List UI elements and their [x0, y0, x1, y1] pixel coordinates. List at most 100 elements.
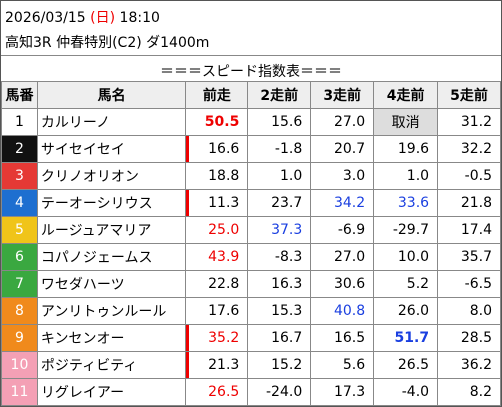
speed-index: 51.7 — [373, 324, 439, 352]
speed-index: 30.6 — [310, 270, 375, 298]
speed-index: 18.8 — [185, 162, 249, 190]
speed-index: 15.2 — [247, 351, 312, 379]
horse-name: クリノオリオン — [36, 162, 187, 190]
speed-index: 35.2 — [185, 324, 249, 352]
speed-index: 17.4 — [437, 216, 501, 244]
speed-index: 20.7 — [310, 135, 375, 163]
horse-name: リグレイアー — [36, 378, 187, 406]
table-row: 1 カルリーノ 50.5 15.6 27.0 取消 31.2 — [1, 108, 501, 136]
horse-number: 2 — [1, 135, 38, 163]
horse-name: テーオーシリウス — [36, 189, 187, 217]
speed-index: 17.6 — [185, 297, 249, 325]
table-row: 2 サイセイセイ 16.6 -1.8 20.7 19.6 32.2 — [1, 135, 501, 163]
horse-name: ポジティビティ — [36, 351, 187, 379]
speed-index: 3.0 — [310, 162, 375, 190]
speed-index: -6.5 — [437, 270, 501, 298]
speed-index: -1.8 — [247, 135, 312, 163]
race-date: 2026/03/15 (日) 18:10 — [5, 7, 160, 27]
speed-index: 15.3 — [247, 297, 312, 325]
speed-index: 25.0 — [185, 216, 249, 244]
speed-index: 8.0 — [437, 297, 501, 325]
speed-index: 5.2 — [373, 270, 439, 298]
speed-index: -24.0 — [247, 378, 312, 406]
separator — [1, 55, 501, 56]
speed-index: -29.7 — [373, 216, 439, 244]
horse-number: 8 — [1, 297, 38, 325]
speed-index: 26.0 — [373, 297, 439, 325]
table-row: 9 キンセンオー 35.2 16.7 16.5 51.7 28.5 — [1, 324, 501, 352]
speed-index: 35.7 — [437, 243, 501, 271]
speed-index: 15.6 — [247, 108, 312, 136]
speed-index: 31.2 — [437, 108, 501, 136]
column-header: 馬名 — [36, 81, 187, 109]
speed-index: 16.3 — [247, 270, 312, 298]
speed-index: 37.3 — [247, 216, 312, 244]
horse-number: 10 — [1, 351, 38, 379]
table-row: 11 リグレイアー 26.5 -24.0 17.3 -4.0 8.2 — [1, 378, 501, 406]
horse-number: 5 — [1, 216, 38, 244]
speed-index: 26.5 — [373, 351, 439, 379]
speed-index: 19.6 — [373, 135, 439, 163]
speed-index: 17.3 — [310, 378, 375, 406]
speed-index: 1.0 — [247, 162, 312, 190]
table-row: 6 コパノジェームス 43.9 -8.3 27.0 10.0 35.7 — [1, 243, 501, 271]
speed-index: 10.0 — [373, 243, 439, 271]
column-header: 馬番 — [1, 81, 38, 109]
speed-index: 16.7 — [247, 324, 312, 352]
speed-index: 26.5 — [185, 378, 249, 406]
horse-number: 1 — [1, 108, 38, 136]
speed-index: 16.5 — [310, 324, 375, 352]
horse-name: カルリーノ — [36, 108, 187, 136]
speed-index: 40.8 — [310, 297, 375, 325]
speed-index: 11.3 — [185, 189, 249, 217]
horse-number: 6 — [1, 243, 38, 271]
speed-index: 23.7 — [247, 189, 312, 217]
horse-name: アンリトゥンルール — [36, 297, 187, 325]
speed-index: 27.0 — [310, 243, 375, 271]
horse-number: 3 — [1, 162, 38, 190]
weekday: (日) — [90, 10, 116, 26]
table-row: 10 ポジティビティ 21.3 15.2 5.6 26.5 36.2 — [1, 351, 501, 379]
speed-index: -8.3 — [247, 243, 312, 271]
speed-index: -4.0 — [373, 378, 439, 406]
speed-index: 8.2 — [437, 378, 501, 406]
horse-name: キンセンオー — [36, 324, 187, 352]
race-name: 高知3R 仲春特別(C2) ダ1400m — [5, 35, 210, 51]
speed-index: 32.2 — [437, 135, 501, 163]
column-header: 3走前 — [310, 81, 375, 109]
speed-index: -0.5 — [437, 162, 501, 190]
speed-index: 27.0 — [310, 108, 375, 136]
speed-table: 馬番 馬名 前走 2走前 3走前 4走前 5走前 1 カルリーノ 50.5 15.6 27.0 取消 31… — [1, 81, 501, 406]
horse-name: ルージュアマリア — [36, 216, 187, 244]
table-row: 8 アンリトゥンルール 17.6 15.3 40.8 26.0 8.0 — [1, 297, 501, 325]
speed-index: 36.2 — [437, 351, 501, 379]
date: 2026/03/15 — [5, 10, 86, 26]
speed-index: 取消 — [373, 108, 439, 136]
table-row: 5 ルージュアマリア 25.0 37.3 -6.9 -29.7 17.4 — [1, 216, 501, 244]
speed-index: 34.2 — [310, 189, 375, 217]
horse-number: 4 — [1, 189, 38, 217]
speed-index: 50.5 — [185, 108, 249, 136]
horse-name: コパノジェームス — [36, 243, 187, 271]
time: 18:10 — [119, 10, 160, 26]
horse-name: サイセイセイ — [36, 135, 187, 163]
horse-number: 11 — [1, 378, 38, 406]
speed-index: 28.5 — [437, 324, 501, 352]
speed-index: -6.9 — [310, 216, 375, 244]
column-header: 4走前 — [373, 81, 439, 109]
speed-index: 21.8 — [437, 189, 501, 217]
column-header: 2走前 — [247, 81, 312, 109]
table-row: 7 ワセダハーツ 22.8 16.3 30.6 5.2 -6.5 — [1, 270, 501, 298]
speed-index: 21.3 — [185, 351, 249, 379]
table-row: 4 テーオーシリウス 11.3 23.7 34.2 33.6 21.8 — [1, 189, 501, 217]
speed-index: 5.6 — [310, 351, 375, 379]
horse-number: 7 — [1, 270, 38, 298]
column-header: 前走 — [185, 81, 249, 109]
table-row: 3 クリノオリオン 18.8 1.0 3.0 1.0 -0.5 — [1, 162, 501, 190]
horse-name: ワセダハーツ — [36, 270, 187, 298]
column-header: 5走前 — [437, 81, 501, 109]
table-title: ＝＝＝スピード指数表＝＝＝ — [160, 64, 342, 80]
horse-number: 9 — [1, 324, 38, 352]
speed-index: 1.0 — [373, 162, 439, 190]
